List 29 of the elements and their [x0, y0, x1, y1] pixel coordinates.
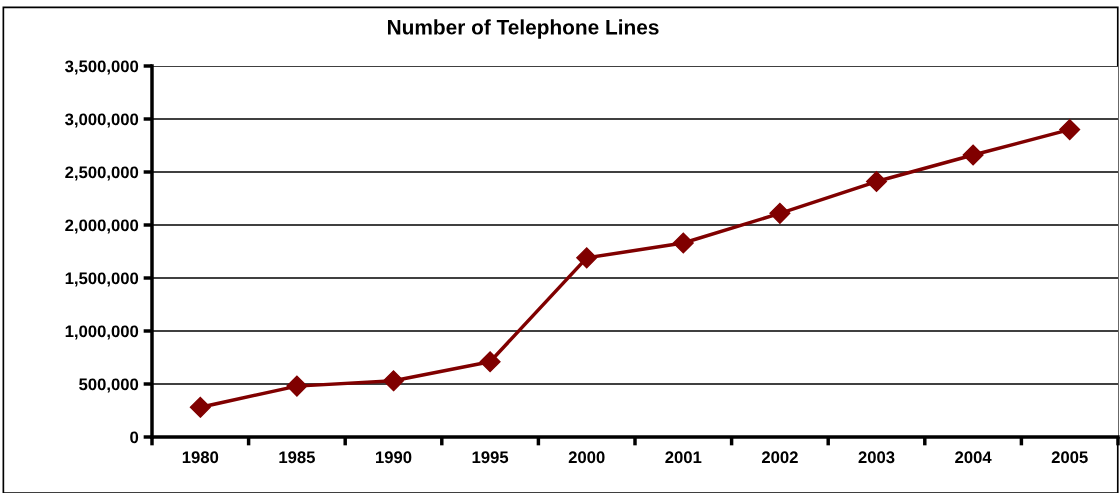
- point: [962, 144, 984, 166]
- point: [479, 351, 501, 373]
- point: [576, 247, 598, 269]
- y-tick-label: 3,500,000: [65, 60, 139, 75]
- y-tick-label: 0: [130, 431, 139, 444]
- x-tick-label: 1995: [472, 451, 509, 464]
- x-tick-label: 1990: [376, 451, 412, 464]
- x-tick-label: 2004: [955, 451, 992, 464]
- x-tick-label: 1980: [182, 451, 219, 464]
- point: [769, 202, 791, 224]
- x-tick-label: 2005: [1051, 451, 1088, 464]
- point: [382, 370, 405, 392]
- point: [189, 396, 211, 418]
- point: [1059, 119, 1081, 141]
- x-tick-label: 2000: [568, 451, 605, 464]
- x-tick-label: 2003: [858, 451, 895, 464]
- y-tick-label: 1,000,000: [65, 325, 139, 340]
- y-tick-label: 3,000,000: [65, 113, 139, 128]
- x-tick-label: 2002: [761, 451, 798, 464]
- y-tick-label: 2,500,000: [65, 166, 139, 181]
- x-tick-label: 2001: [665, 451, 702, 464]
- x-tick-label: 1985: [279, 451, 315, 464]
- point: [672, 232, 694, 254]
- y-tick-label: 500,000: [79, 378, 139, 393]
- y-tick-label: 1,500,000: [65, 272, 139, 287]
- point: [865, 171, 888, 193]
- chart-title: Number of Telephone Lines: [388, 19, 659, 39]
- point: [286, 375, 308, 397]
- y-tick-label: 2,000,000: [65, 219, 139, 234]
